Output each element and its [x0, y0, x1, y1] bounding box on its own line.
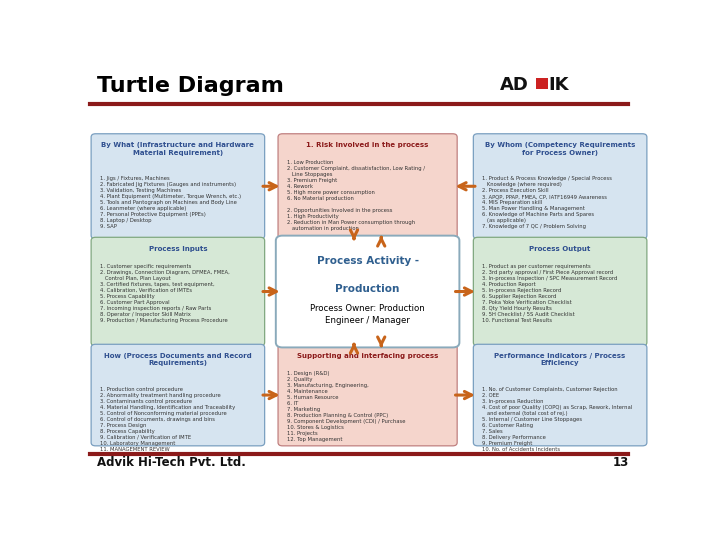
- Text: 1. Risk Involved in the process: 1. Risk Involved in the process: [307, 142, 429, 148]
- Text: Performance Indicators / Process
Efficiency: Performance Indicators / Process Efficie…: [495, 353, 626, 366]
- FancyBboxPatch shape: [473, 237, 647, 346]
- Text: Process Activity -

Production: Process Activity - Production: [317, 256, 418, 294]
- Text: 1. Product as per customer requirements
2. 3rd party approval / First Piece Appr: 1. Product as per customer requirements …: [482, 264, 618, 323]
- FancyBboxPatch shape: [473, 134, 647, 239]
- Text: Process Inputs: Process Inputs: [148, 246, 207, 252]
- Text: 1. Design (R&D)
2. Quality
3. Manufacturing, Engineering,
4. Maintenance
5. Huma: 1. Design (R&D) 2. Quality 3. Manufactur…: [287, 371, 405, 442]
- Text: Turtle Diagram: Turtle Diagram: [96, 77, 284, 97]
- FancyBboxPatch shape: [91, 345, 265, 446]
- Text: 1. Production control procedure
2. Abnormality treatment handling procedure
3. C: 1. Production control procedure 2. Abnor…: [100, 387, 235, 451]
- Text: Advik Hi-Tech Pvt. Ltd.: Advik Hi-Tech Pvt. Ltd.: [96, 456, 246, 469]
- Text: 1. No. of Customer Complaints, Customer Rejection
2. OEE
3. In-process Reduction: 1. No. of Customer Complaints, Customer …: [482, 387, 633, 451]
- Text: 1. Product & Process Knowledge / Special Process
   Knowledge (where required)
2: 1. Product & Process Knowledge / Special…: [482, 176, 612, 229]
- Text: By Whom (Competency Requirements
for Process Owner): By Whom (Competency Requirements for Pro…: [485, 142, 635, 156]
- Text: By What (Infrastructure and Hardware
Material Requirement): By What (Infrastructure and Hardware Mat…: [102, 142, 254, 156]
- FancyBboxPatch shape: [473, 345, 647, 446]
- Text: 1. Jigs / Fixtures, Machines
2. Fabricated Jig Fixtures (Gauges and instruments): 1. Jigs / Fixtures, Machines 2. Fabricat…: [100, 176, 241, 229]
- Text: How (Process Documents and Record
Requirements): How (Process Documents and Record Requir…: [104, 353, 252, 366]
- Text: 13: 13: [612, 456, 629, 469]
- Text: Supporting and interfacing process: Supporting and interfacing process: [297, 353, 438, 359]
- Text: Process Owner: Production
Engineer / Manager: Process Owner: Production Engineer / Man…: [310, 304, 425, 325]
- Text: 1. Low Production
2. Customer Complaint, dissatisfaction, Low Rating /
   Line S: 1. Low Production 2. Customer Complaint,…: [287, 160, 425, 231]
- FancyBboxPatch shape: [278, 134, 457, 239]
- Text: AD: AD: [500, 77, 529, 94]
- FancyBboxPatch shape: [276, 235, 459, 347]
- Text: 1. Customer specific requirements
2. Drawings, Connection Diagram, DFMEA, FMEA,
: 1. Customer specific requirements 2. Dra…: [100, 264, 230, 323]
- Text: Process Output: Process Output: [529, 246, 591, 252]
- Text: IK: IK: [549, 77, 570, 94]
- FancyBboxPatch shape: [91, 237, 265, 346]
- FancyBboxPatch shape: [536, 78, 548, 89]
- FancyBboxPatch shape: [91, 134, 265, 239]
- FancyBboxPatch shape: [278, 345, 457, 446]
